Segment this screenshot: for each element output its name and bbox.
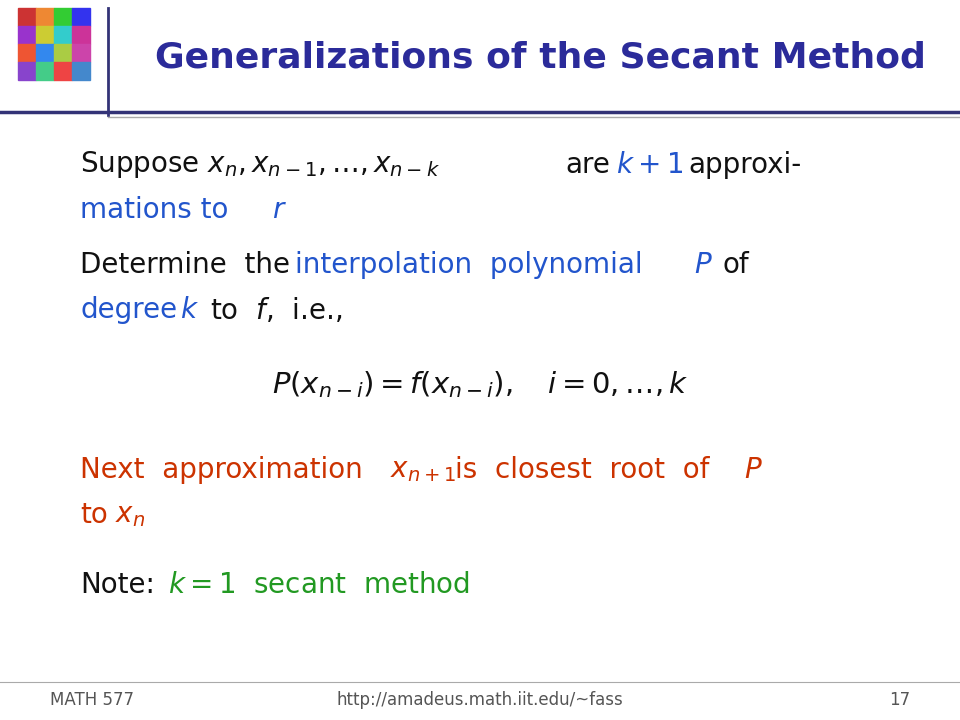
- Bar: [18, 62, 36, 80]
- Text: interpolation  polynomial: interpolation polynomial: [295, 251, 642, 279]
- Text: $P$: $P$: [744, 456, 762, 484]
- Text: $P(x_{n-i}) = f(x_{n-i}), \quad i = 0, \ldots, k$: $P(x_{n-i}) = f(x_{n-i}), \quad i = 0, \…: [272, 369, 688, 400]
- Text: $x_{n+1}$: $x_{n+1}$: [390, 456, 456, 484]
- Bar: [36, 8, 54, 26]
- Text: Suppose $x_n, x_{n-1}, \ldots, x_{n-k}$: Suppose $x_n, x_{n-1}, \ldots, x_{n-k}$: [80, 150, 440, 181]
- Text: $r$: $r$: [272, 196, 287, 224]
- Text: $k = 1$  secant  method: $k = 1$ secant method: [168, 571, 470, 599]
- Text: $P$: $P$: [694, 251, 712, 279]
- Text: of: of: [723, 251, 750, 279]
- Text: Determine  the: Determine the: [80, 251, 290, 279]
- Bar: [54, 62, 72, 80]
- Bar: [36, 26, 54, 44]
- Text: mations to: mations to: [80, 196, 228, 224]
- Text: $x_n$: $x_n$: [115, 501, 145, 529]
- Text: $k$: $k$: [180, 296, 199, 324]
- Bar: [18, 44, 36, 62]
- Text: approxi-: approxi-: [688, 151, 802, 179]
- Text: MATH 577: MATH 577: [50, 691, 134, 709]
- Text: degree: degree: [80, 296, 178, 324]
- Bar: [36, 62, 54, 80]
- Text: are: are: [565, 151, 610, 179]
- Text: http://amadeus.math.iit.edu/~fass: http://amadeus.math.iit.edu/~fass: [337, 691, 623, 709]
- Text: is  closest  root  of: is closest root of: [455, 456, 709, 484]
- Bar: [18, 8, 36, 26]
- Bar: [54, 26, 72, 44]
- Bar: [36, 44, 54, 62]
- Text: Note:: Note:: [80, 571, 155, 599]
- Bar: [18, 26, 36, 44]
- Bar: [72, 8, 90, 26]
- Bar: [54, 8, 72, 26]
- Text: to: to: [80, 501, 108, 529]
- Text: Next  approximation: Next approximation: [80, 456, 363, 484]
- Text: 17: 17: [889, 691, 910, 709]
- Bar: [54, 44, 72, 62]
- Bar: [72, 26, 90, 44]
- Text: to  $f$,  i.e.,: to $f$, i.e.,: [210, 295, 343, 325]
- Bar: [72, 44, 90, 62]
- Bar: [72, 62, 90, 80]
- Text: $k+1$: $k+1$: [616, 151, 684, 179]
- Text: Generalizations of the Secant Method: Generalizations of the Secant Method: [155, 41, 925, 75]
